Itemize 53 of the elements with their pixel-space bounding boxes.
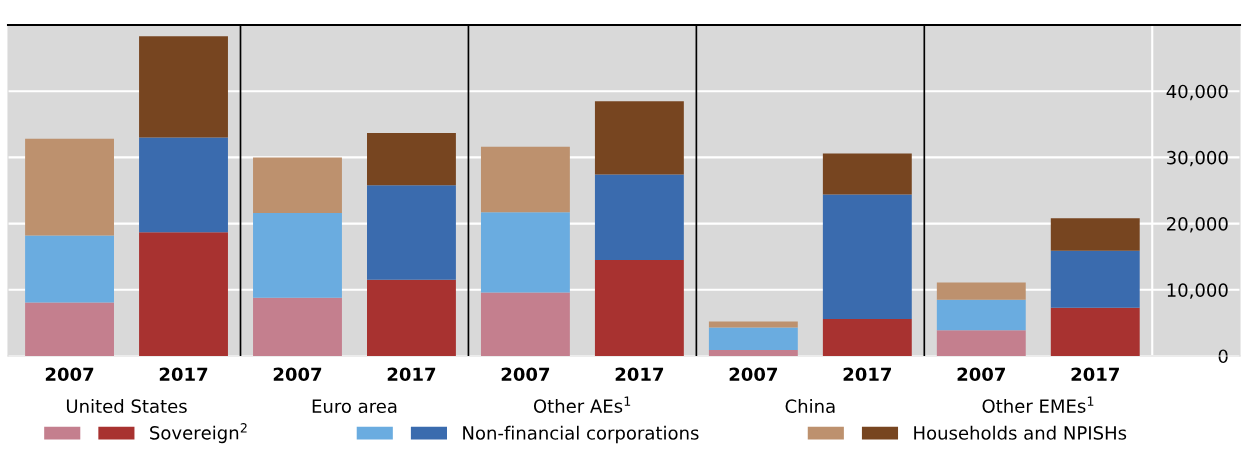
bar bbox=[708, 321, 798, 328]
bar bbox=[139, 232, 228, 356]
bar bbox=[253, 157, 342, 214]
bar bbox=[367, 185, 456, 280]
x-tick-label: 2017 bbox=[159, 367, 208, 382]
bar bbox=[1050, 307, 1140, 356]
bar bbox=[367, 132, 456, 186]
y-tick-label: 20,000 bbox=[1167, 217, 1228, 233]
legend-label: Sovereign$^{2}$ bbox=[150, 423, 247, 444]
bar bbox=[708, 327, 798, 351]
x-tick-label: 2017 bbox=[387, 367, 436, 382]
x-tick-label: 2007 bbox=[273, 367, 322, 382]
bar bbox=[1050, 250, 1140, 308]
text: Other AEs$^{1}$ bbox=[533, 396, 631, 413]
text: China bbox=[785, 399, 835, 414]
bar bbox=[480, 212, 570, 293]
x-tick-label: 2017 bbox=[1071, 367, 1119, 382]
bar bbox=[822, 194, 912, 319]
x-tick-label: 2007 bbox=[957, 367, 1005, 382]
bar bbox=[822, 153, 912, 195]
bar bbox=[594, 260, 684, 356]
x-tick-label: 2007 bbox=[45, 367, 94, 382]
bar bbox=[25, 235, 114, 303]
y-tick-label: 10,000 bbox=[1167, 283, 1228, 299]
bar bbox=[936, 299, 1026, 331]
bar bbox=[708, 350, 798, 356]
bar bbox=[25, 302, 114, 356]
text: Other EMEs$^{1}$ bbox=[982, 396, 1094, 413]
y-tick-label: 30,000 bbox=[1167, 150, 1228, 167]
bar bbox=[594, 101, 684, 175]
text: United States bbox=[66, 399, 187, 414]
bar bbox=[25, 138, 114, 236]
legend-label: Households and NPISHs bbox=[914, 425, 1127, 440]
bar bbox=[1050, 218, 1140, 251]
legend-label: Non-financial corporations bbox=[463, 425, 699, 444]
bar bbox=[936, 330, 1026, 356]
bar bbox=[139, 137, 228, 233]
bar bbox=[936, 282, 1026, 300]
bar bbox=[139, 36, 228, 138]
x-tick-label: 2007 bbox=[501, 367, 550, 382]
bar bbox=[594, 174, 684, 261]
x-tick-label: 2007 bbox=[729, 367, 778, 382]
bar bbox=[253, 213, 342, 298]
y-tick-label: 0 bbox=[1218, 349, 1228, 364]
text: Euro area bbox=[312, 399, 397, 414]
bar bbox=[822, 318, 912, 356]
x-tick-label: 2017 bbox=[843, 367, 892, 382]
bar bbox=[480, 292, 570, 356]
bar bbox=[253, 297, 342, 356]
y-tick-label: 40,000 bbox=[1166, 84, 1228, 101]
bar bbox=[367, 279, 456, 356]
x-tick-label: 2017 bbox=[615, 367, 664, 382]
bar bbox=[480, 146, 570, 213]
